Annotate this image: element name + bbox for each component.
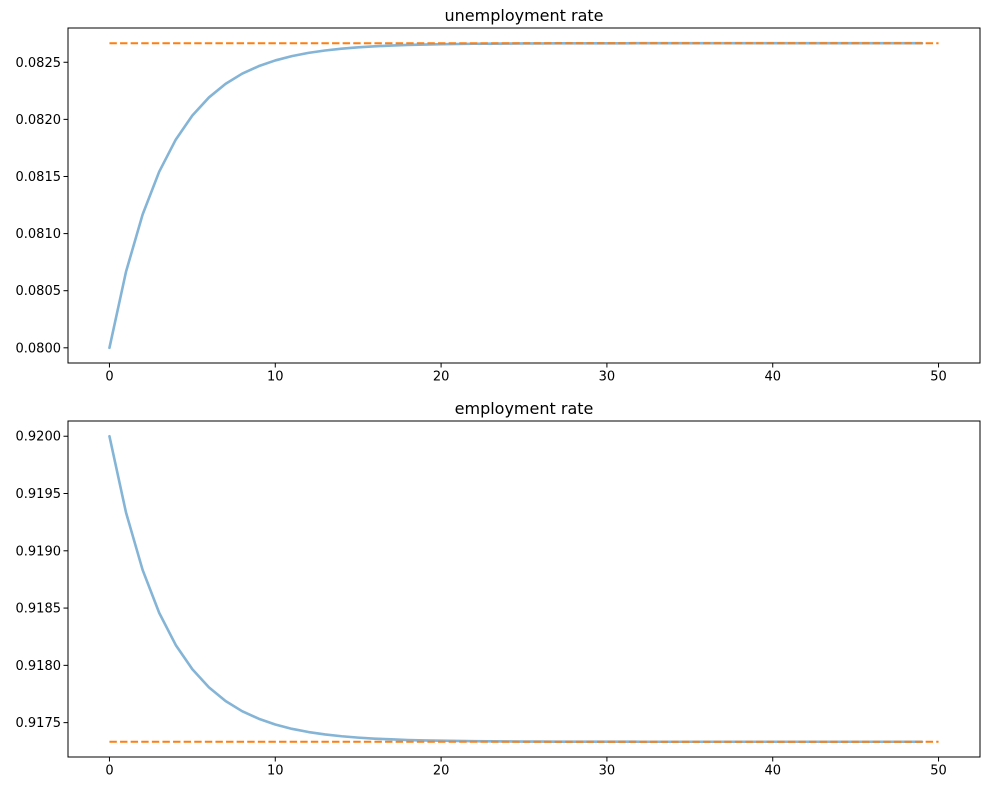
axes-frame	[67, 27, 981, 364]
y-tick-label: 0.9190	[16, 544, 62, 559]
y-tick-label: 0.9185	[16, 602, 62, 617]
y-tick-label: 0.0820	[16, 113, 62, 128]
x-tick-label: 20	[433, 370, 450, 385]
y-tick-label: 0.0800	[16, 341, 62, 356]
x-tick-label: 40	[764, 764, 781, 779]
y-tick-label: 0.9200	[16, 430, 62, 445]
x-tick-label: 30	[599, 764, 616, 779]
x-tick-label: 0	[105, 764, 113, 779]
x-tick-label: 30	[599, 370, 616, 385]
x-tick-label: 20	[433, 764, 450, 779]
series-line-unemployment-path	[108, 41, 924, 350]
x-tick-label: 10	[267, 764, 284, 779]
y-tick-label: 0.0815	[16, 170, 62, 185]
y-tick-label: 0.0805	[16, 284, 62, 299]
axes-frame	[67, 420, 981, 758]
y-tick-label: 0.9175	[16, 716, 62, 731]
x-tick-label: 50	[930, 370, 947, 385]
subplot-unemployment-rate: 0 10 20 30 40 50 0.0800 0.0805 0.0810 0.0815 0.082…	[16, 6, 981, 385]
chart-title: unemployment rate	[445, 6, 604, 25]
x-tick-label: 50	[930, 764, 947, 779]
subplot-employment-rate: 0 10 20 30 40 50 0.9175 0.9180 0.9185 0.9190 0.919…	[16, 399, 981, 779]
y-tick-label: 0.0810	[16, 227, 62, 242]
x-tick-label: 0	[105, 370, 113, 385]
x-tick-label: 40	[764, 370, 781, 385]
y-tick-label: 0.9195	[16, 487, 62, 502]
chart-title: employment rate	[455, 399, 594, 418]
y-tick-label: 0.9180	[16, 659, 62, 674]
y-tick-label: 0.0825	[16, 56, 62, 71]
x-tick-label: 10	[267, 370, 284, 385]
series-line-employment-path	[108, 434, 924, 744]
